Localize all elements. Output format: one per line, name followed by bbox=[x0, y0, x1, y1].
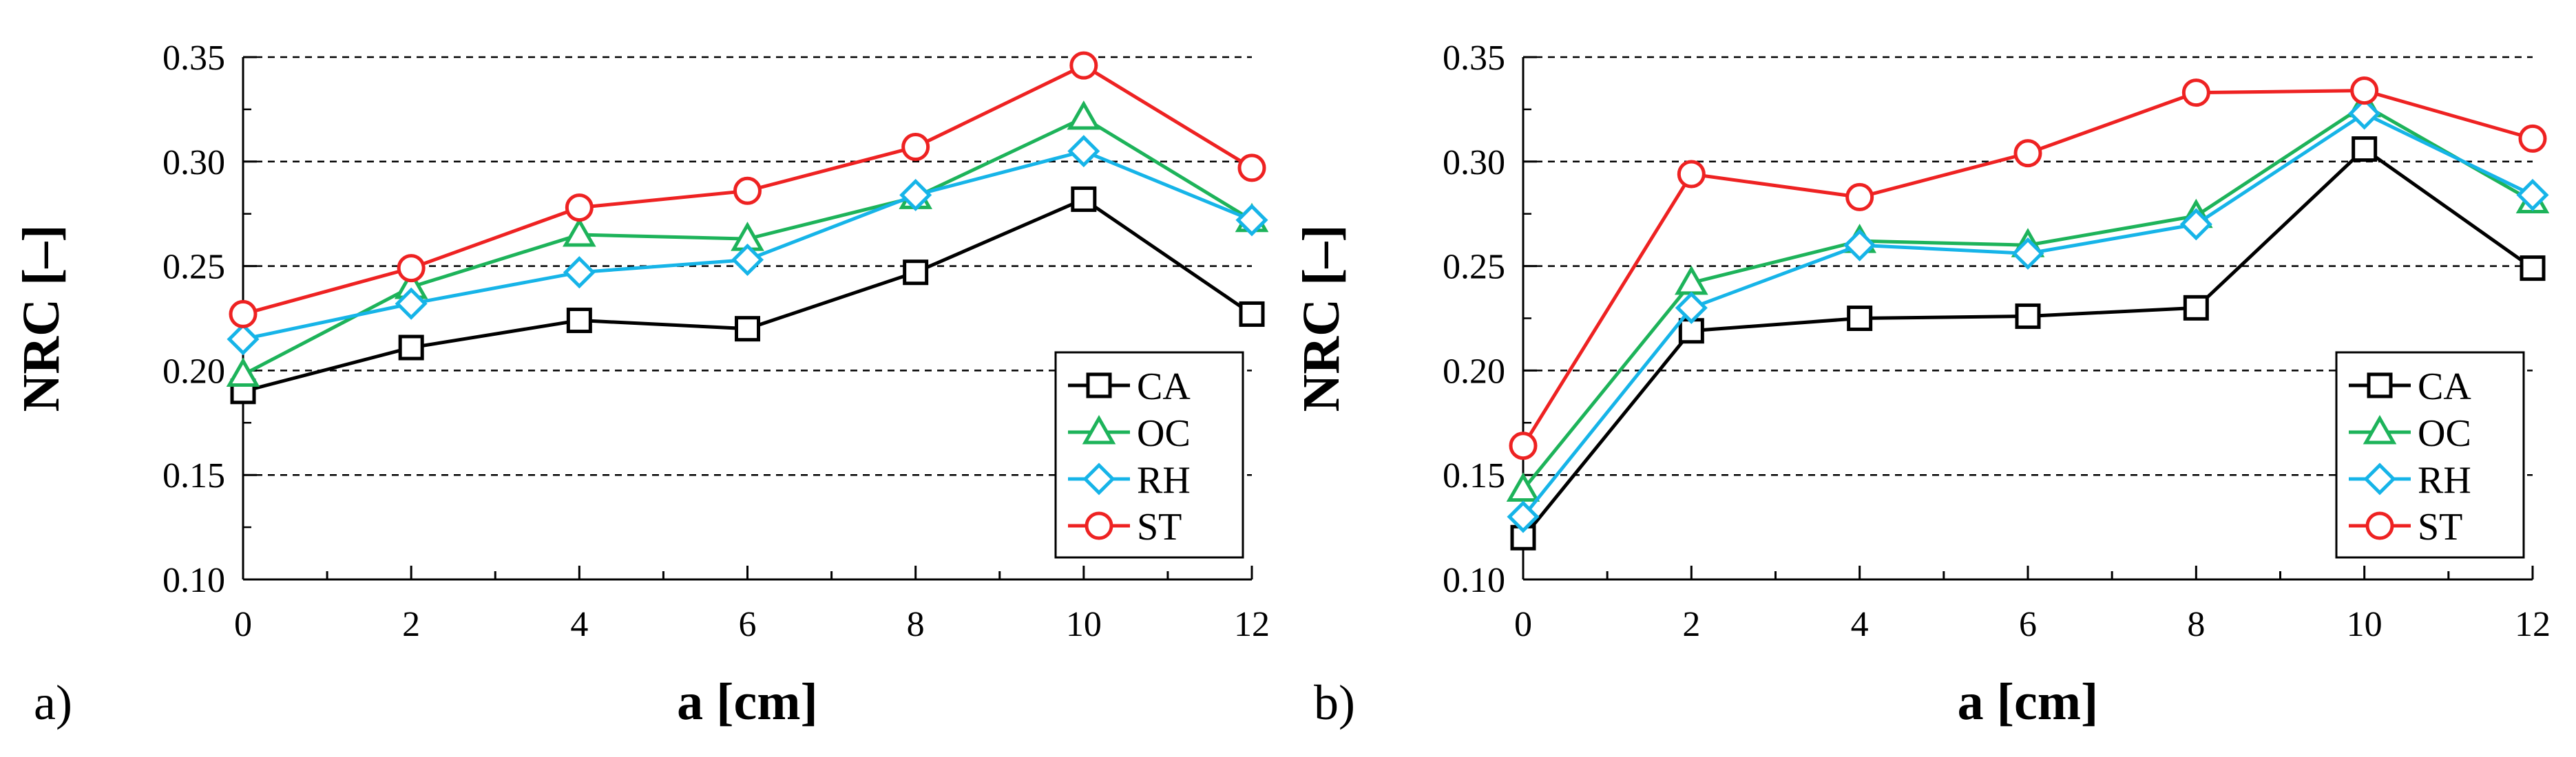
legend-label-st: ST bbox=[1137, 506, 1182, 548]
legend-marker-ca bbox=[1086, 372, 1112, 398]
data-point-st bbox=[2518, 124, 2547, 153]
y-axis-title: NRC [–] bbox=[12, 224, 70, 412]
data-point-rh bbox=[1843, 228, 1876, 262]
legend-marker-rh bbox=[2363, 462, 2396, 495]
data-point-ca bbox=[398, 334, 424, 361]
data-point-rh bbox=[1067, 135, 1100, 168]
x-tick-label: 2 bbox=[402, 605, 420, 644]
chart-panel-b: 0.10 0.15 0.20 0.25 0.30 0.35 0 2 4 6 8 10 12 a [cm] N… bbox=[1292, 39, 2551, 731]
legend-marker-rh bbox=[1082, 462, 1116, 495]
legend-marker-oc bbox=[2363, 414, 2397, 445]
legend-marker-ca bbox=[2367, 372, 2393, 398]
data-point-st bbox=[565, 193, 594, 222]
data-point-st bbox=[1509, 431, 1538, 460]
legend-label-st: ST bbox=[2418, 506, 2462, 548]
data-point-ca bbox=[1239, 301, 1265, 327]
x-tick-label: 0 bbox=[234, 605, 252, 644]
chart-panel-a: 0.10 0.15 0.20 0.25 0.30 0.35 0 2 4 6 8 10 12 a [cm] N… bbox=[12, 39, 1270, 731]
y-tick-label: 0.15 bbox=[1443, 456, 1505, 495]
data-point-ca bbox=[735, 316, 760, 342]
y-axis-title: NRC [–] bbox=[1292, 224, 1350, 412]
data-point-rh bbox=[395, 287, 428, 320]
data-point-ca bbox=[566, 308, 592, 334]
y-tick-label: 0.35 bbox=[1443, 39, 1505, 78]
legend-label-rh: RH bbox=[1137, 459, 1191, 502]
data-point-ca bbox=[903, 259, 929, 286]
data-point-st bbox=[1845, 182, 1874, 211]
y-tick-label: 0.25 bbox=[1443, 248, 1505, 287]
y-tick-label: 0.20 bbox=[1443, 352, 1505, 391]
legend-label-oc: OC bbox=[2418, 412, 2471, 455]
legend-label-rh: RH bbox=[2418, 459, 2471, 502]
x-tick-label: 6 bbox=[2019, 605, 2037, 644]
data-point-st bbox=[397, 254, 426, 283]
x-axis-title: a [cm] bbox=[1958, 673, 2099, 731]
y-tick-label: 0.10 bbox=[163, 561, 225, 600]
data-point-st bbox=[733, 176, 762, 205]
x-tick-label: 0 bbox=[1514, 605, 1532, 644]
data-point-st bbox=[901, 133, 930, 162]
data-point-ca bbox=[2015, 303, 2041, 329]
y-tick-label: 0.30 bbox=[1443, 143, 1505, 182]
y-tick-label: 0.10 bbox=[1443, 561, 1505, 600]
data-point-rh bbox=[1507, 500, 1540, 533]
data-point-st bbox=[1677, 160, 1706, 189]
data-point-st bbox=[1069, 51, 1098, 80]
x-tick-label: 10 bbox=[1066, 605, 1102, 644]
data-point-st bbox=[229, 299, 258, 328]
x-axis-title: a [cm] bbox=[677, 673, 818, 731]
x-tick-label: 8 bbox=[2187, 605, 2205, 644]
data-point-rh bbox=[2011, 237, 2044, 270]
data-point-st bbox=[2350, 76, 2379, 105]
data-point-ca bbox=[2352, 136, 2378, 162]
x-tick-label: 4 bbox=[1851, 605, 1869, 644]
x-tick-label: 4 bbox=[570, 605, 588, 644]
data-point-rh bbox=[899, 178, 932, 211]
panel-label: b) bbox=[1314, 675, 1355, 730]
data-point-ca bbox=[2183, 295, 2209, 321]
data-point-ca bbox=[1071, 186, 1097, 212]
x-tick-label: 6 bbox=[739, 605, 757, 644]
data-point-st bbox=[2013, 139, 2042, 168]
data-point-rh bbox=[2179, 208, 2212, 241]
data-point-rh bbox=[731, 243, 764, 277]
data-point-oc bbox=[563, 217, 596, 247]
data-point-oc bbox=[1067, 100, 1101, 130]
x-tick-label: 2 bbox=[1682, 605, 1700, 644]
data-point-oc bbox=[226, 357, 260, 387]
data-point-ca bbox=[2520, 255, 2546, 281]
data-point-st bbox=[1237, 153, 1266, 182]
panel-label: a) bbox=[34, 675, 72, 730]
data-point-rh bbox=[1235, 204, 1268, 237]
y-tick-label: 0.35 bbox=[163, 39, 225, 78]
legend-label-oc: OC bbox=[1137, 412, 1191, 455]
data-point-rh bbox=[1675, 291, 1708, 324]
x-tick-label: 8 bbox=[907, 605, 925, 644]
legend-marker-oc bbox=[1082, 414, 1116, 445]
data-point-rh bbox=[563, 256, 596, 289]
legend-label-ca: CA bbox=[1137, 365, 1191, 408]
y-tick-label: 0.30 bbox=[163, 143, 225, 182]
legend-label-ca: CA bbox=[2418, 365, 2471, 408]
y-tick-label: 0.20 bbox=[163, 352, 225, 391]
data-point-rh bbox=[227, 323, 260, 356]
data-point-rh bbox=[2516, 178, 2549, 211]
data-point-oc bbox=[1506, 472, 1540, 502]
legend-marker-st bbox=[1085, 511, 1113, 540]
y-tick-label: 0.15 bbox=[163, 456, 225, 495]
y-tick-label: 0.25 bbox=[163, 248, 225, 287]
data-point-rh bbox=[2348, 97, 2381, 130]
legend-marker-st bbox=[2365, 511, 2394, 540]
x-tick-label: 12 bbox=[1234, 605, 1270, 644]
data-point-st bbox=[2181, 78, 2210, 107]
data-point-ca bbox=[1847, 306, 1873, 331]
x-tick-label: 12 bbox=[2515, 605, 2551, 644]
x-tick-label: 10 bbox=[2347, 605, 2383, 644]
